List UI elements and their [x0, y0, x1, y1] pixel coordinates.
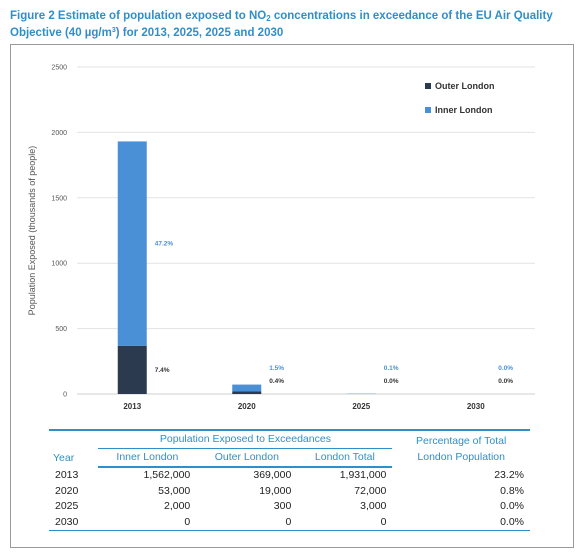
- outer-cell: 0: [196, 514, 298, 531]
- y-tick-label: 1500: [51, 195, 67, 202]
- table-row: 2030 0 0 0 0.0%: [49, 514, 530, 531]
- bar-inner-london: [232, 384, 262, 392]
- exposure-table: Year Population Exposed to Exceedances P…: [49, 429, 530, 531]
- pct-cell: 0.8%: [500, 484, 524, 497]
- figure-title-suffix: ) for 2013, 2025, 2025 and 2030: [115, 27, 284, 39]
- year-cell: 2025: [55, 500, 79, 512]
- bar-inner-london: [117, 141, 147, 346]
- inner-cell: 0: [98, 514, 197, 531]
- y-tick-label: 2000: [51, 130, 67, 137]
- x-tick-label: 2025: [352, 402, 370, 411]
- data-label-inner: 0.0%: [498, 365, 513, 372]
- total-cell: 72,000: [354, 484, 387, 497]
- inner-cell: 2,000: [163, 500, 191, 512]
- figure-title-prefix: Figure 2 Estimate of population exposed …: [10, 10, 267, 22]
- pct-header: Percentage of Total London Population: [392, 429, 530, 467]
- year-cell: 2030: [49, 514, 99, 531]
- legend-swatch-inner: [425, 107, 431, 113]
- stacked-bar-chart: 0 500 1000 1500 2000 2500 Population Exposed (…: [27, 65, 535, 411]
- total-cell: 1,931,000: [339, 469, 387, 481]
- outer-cell: 300: [273, 500, 292, 512]
- x-tick-label: 2013: [123, 402, 141, 411]
- inner-cell: 53,000: [158, 484, 191, 497]
- pct-cell: 0.0%: [500, 500, 524, 512]
- y-axis-label: Population Exposed (thousands of people): [27, 146, 37, 316]
- legend-label-inner: Inner London: [435, 105, 493, 115]
- data-label-outer: 0.0%: [384, 378, 399, 385]
- data-label-inner: 47.2%: [155, 241, 174, 248]
- y-tick-label: 2500: [51, 65, 67, 72]
- pct-cell: 23.2%: [494, 468, 524, 481]
- total-cell: 0: [297, 514, 393, 531]
- x-tick-label: 2030: [467, 402, 485, 411]
- pct-header-line2: London Population: [417, 451, 505, 463]
- data-label-outer: 7.4%: [155, 367, 170, 374]
- legend-swatch-outer: [425, 83, 431, 89]
- outer-cell: 369,000: [253, 469, 292, 481]
- col-inner-header: Inner London: [98, 448, 197, 468]
- data-label-outer: 0.0%: [498, 378, 513, 385]
- legend-label-outer: Outer London: [435, 81, 495, 91]
- col-year-header: Year: [49, 429, 99, 467]
- figure-title-superscript: 3: [111, 27, 116, 34]
- data-label-outer: 0.4%: [269, 378, 284, 385]
- inner-cell: 1,562,000: [143, 469, 191, 481]
- table-header-row-1: Year Population Exposed to Exceedances P…: [49, 429, 530, 467]
- y-tick-label: 0: [63, 392, 67, 399]
- table-row: 2013 1,562,000 369,000 1,931,000 23.2%: [49, 467, 530, 484]
- data-label-inner: 1.5%: [269, 365, 284, 372]
- year-cell: 2020: [55, 484, 79, 497]
- x-tick-label: 2020: [238, 402, 256, 411]
- y-tick-label: 1000: [51, 261, 67, 268]
- table-row: 2025 2,000 300 3,000 0.0%: [49, 499, 530, 515]
- pct-header-line1: Percentage of Total: [416, 435, 507, 447]
- total-cell: 3,000: [360, 500, 387, 512]
- table-header-row-2: Inner London Outer London London Total: [49, 448, 530, 468]
- col-outer-header: Outer London: [196, 448, 298, 468]
- data-label-inner: 0.1%: [384, 365, 399, 372]
- bar-outer-london: [117, 345, 147, 394]
- figure-title: Figure 2 Estimate of population exposed …: [10, 8, 576, 43]
- group-header: Population Exposed to Exceedances: [98, 429, 393, 449]
- y-tick-label: 500: [55, 326, 67, 333]
- year-cell: 2013: [55, 468, 79, 481]
- outer-cell: 19,000: [259, 484, 292, 497]
- figure-title-middle: concentrations in exceedance of the EU A…: [10, 10, 553, 39]
- pct-cell: 0.0%: [392, 514, 530, 531]
- bar-outer-london: [232, 391, 262, 394]
- figure-title-subscript: 2: [266, 14, 271, 23]
- table-row: 2020 53,000 19,000 72,000 0.8%: [49, 484, 530, 500]
- col-total-header: London Total: [297, 448, 393, 468]
